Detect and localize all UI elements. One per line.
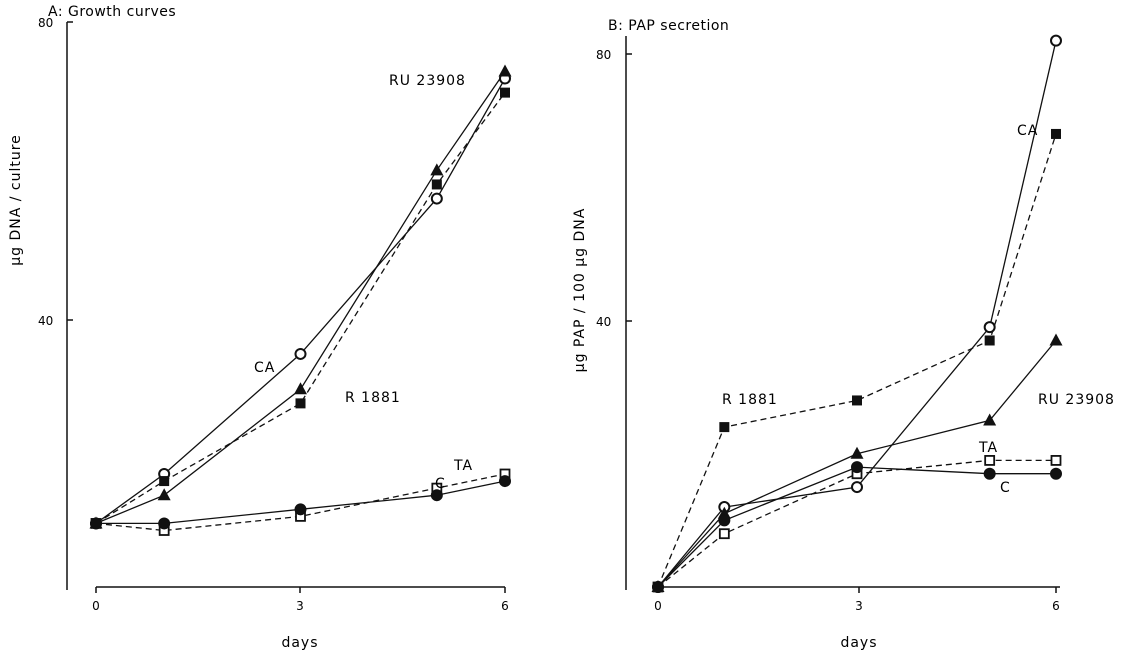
- panel-a-point-r-1881-4: [500, 87, 510, 98]
- panel-a-point-ca-3: [430, 192, 443, 205]
- panel-b-point-ru-23908-4: [1049, 333, 1063, 346]
- panel-b-point-ta-1: [718, 528, 730, 540]
- panel-a-xtick-3: 3: [296, 599, 304, 613]
- panel-a-label-r1881: R 1881: [345, 390, 401, 406]
- panel-b-point-c-2: [851, 461, 863, 474]
- panel-a-x-label: days: [281, 635, 318, 651]
- panel-a-y-label: µg DNA / culture: [8, 134, 24, 266]
- panel-b-line-ca: [657, 40, 1057, 588]
- panel-b-label-ca: CA: [1017, 123, 1038, 139]
- panel-a-point-c-2: [294, 503, 307, 516]
- panel-a-point-ru-23908-2: [294, 382, 307, 395]
- panel-b-ytick-80: 80: [596, 48, 611, 62]
- panel-b-line-r-1881: [657, 133, 1057, 588]
- panel-b-point-ca-3: [983, 321, 996, 334]
- panel-b-point-r-1881-2: [852, 395, 862, 406]
- panel-a-label-ru23908: RU 23908: [389, 73, 466, 89]
- panel-b-label-ru23908: RU 23908: [1038, 392, 1115, 408]
- panel-b-point-r-1881-1: [719, 422, 730, 433]
- panel-b: B: PAP secretion 80 40 0 3 6 days µg PAP…: [572, 18, 1115, 651]
- panel-a-series: [89, 64, 512, 536]
- panel-a-label-ta: TA: [453, 458, 473, 474]
- panel-a-point-c-0: [90, 517, 102, 530]
- panel-b-point-r-1881-4: [1051, 128, 1061, 139]
- panel-b-xtick-3: 3: [855, 599, 863, 613]
- panel-a-point-r-1881-3: [431, 179, 442, 190]
- panel-b-label-c: C: [1000, 480, 1011, 496]
- panel-b-line-ta: [657, 459, 1056, 588]
- panel-b-point-c-0: [652, 581, 664, 593]
- panel-a-ytick-40: 40: [38, 314, 53, 328]
- panel-a-line-ca: [95, 78, 506, 524]
- panel-b-y-label: µg PAP / 100 µg DNA: [572, 208, 588, 373]
- panel-b-point-ru-23908-3: [983, 413, 997, 426]
- panel-b-point-ru-23908-2: [850, 446, 864, 459]
- panel-b-xtick-6: 6: [1052, 599, 1060, 613]
- panel-b-point-c-3: [983, 467, 996, 480]
- panel-b-label-r1881: R 1881: [722, 392, 778, 408]
- panel-a-point-c-3: [430, 489, 443, 502]
- panel-b-point-ta-3: [984, 455, 996, 466]
- panel-b-series: [651, 34, 1063, 593]
- panel-b-point-ca-2: [851, 481, 863, 494]
- panel-a-title: A: Growth curves: [48, 4, 176, 20]
- panel-b-title: B: PAP secretion: [608, 18, 729, 34]
- panel-a-point-c-1: [158, 517, 171, 530]
- panel-a-label-c: C: [435, 476, 446, 492]
- panel-b-point-c-1: [718, 514, 731, 527]
- panel-a: A: Growth curves 80 40 0 3 6 days µg DNA…: [8, 4, 512, 651]
- panel-a-point-c-4: [499, 475, 511, 488]
- panel-b-point-c-4: [1050, 467, 1062, 480]
- panel-a-xtick-6: 6: [501, 599, 509, 613]
- panel-b-point-ca-4: [1050, 34, 1062, 47]
- panel-a-line-r-1881: [95, 92, 506, 524]
- panel-b-x-label: days: [840, 635, 877, 651]
- panel-b-xtick-0: 0: [654, 599, 662, 613]
- panel-a-xtick-0: 0: [92, 599, 100, 613]
- panel-a-point-r-1881-1: [159, 476, 170, 487]
- panel-a-point-ru-23908-1: [157, 488, 171, 501]
- panel-a-point-ca-2: [294, 347, 307, 360]
- panel-b-label-ta: TA: [978, 440, 998, 456]
- panel-a-line-ru-23908: [95, 71, 506, 525]
- panel-a-label-ca: CA: [254, 360, 275, 376]
- panel-b-point-ta-4: [1050, 455, 1062, 466]
- panel-a-ytick-80: 80: [38, 16, 53, 30]
- panel-b-ytick-40: 40: [596, 315, 611, 329]
- panel-b-point-r-1881-3: [984, 335, 995, 346]
- panel-a-point-r-1881-2: [295, 398, 306, 409]
- panel-a-point-ru-23908-4: [498, 64, 512, 77]
- panel-a-point-ru-23908-3: [430, 163, 444, 176]
